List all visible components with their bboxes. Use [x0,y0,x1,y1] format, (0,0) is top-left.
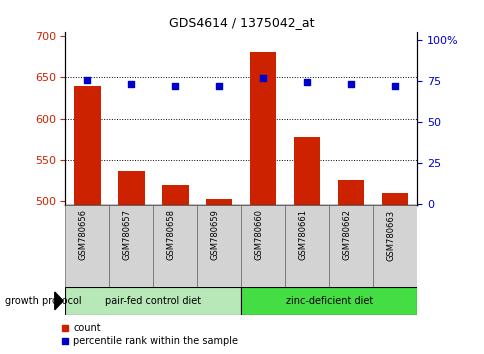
Bar [250,52,276,205]
Polygon shape [55,292,63,310]
Point [83,77,91,83]
Point [215,83,223,89]
Bar [74,86,101,205]
Point [127,81,135,87]
Bar [65,205,109,287]
Bar [337,180,363,205]
Text: GSM780659: GSM780659 [210,209,219,260]
Bar [118,171,144,205]
Title: GDS4614 / 1375042_at: GDS4614 / 1375042_at [168,16,314,29]
Bar [372,205,416,287]
Bar [109,205,153,287]
Legend: count, percentile rank within the sample: count, percentile rank within the sample [60,324,238,346]
Bar [293,137,320,205]
Text: pair-fed control diet: pair-fed control diet [105,296,201,306]
Text: GSM780656: GSM780656 [78,209,87,261]
Bar [241,205,285,287]
Bar [162,185,188,205]
Bar [65,287,241,315]
Text: zinc-deficient diet: zinc-deficient diet [285,296,372,306]
Point [171,83,179,89]
Point [302,79,310,85]
Text: GSM780663: GSM780663 [385,209,394,261]
Bar [285,205,329,287]
Point [347,81,354,87]
Bar [206,199,232,205]
Point [391,83,398,89]
Text: GSM780658: GSM780658 [166,209,175,261]
Text: GSM780660: GSM780660 [254,209,263,261]
Bar [153,205,197,287]
Bar [241,287,416,315]
Point [259,76,267,81]
Bar [197,205,241,287]
Bar [329,205,372,287]
Text: growth protocol: growth protocol [5,296,81,306]
Bar [381,193,408,205]
Text: GSM780662: GSM780662 [342,209,350,261]
Text: GSM780661: GSM780661 [298,209,306,261]
Text: GSM780657: GSM780657 [122,209,131,261]
